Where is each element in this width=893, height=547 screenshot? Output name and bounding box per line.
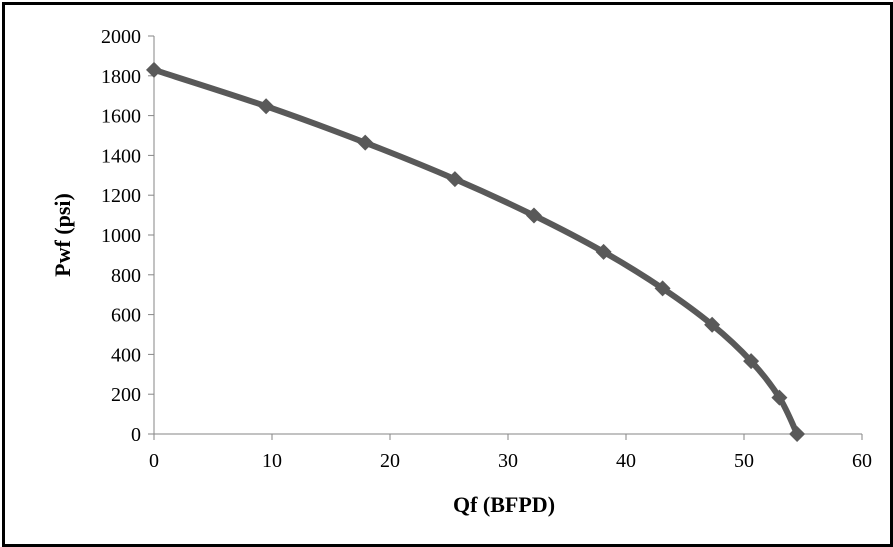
data-point-marker: [743, 353, 760, 370]
data-point-marker: [704, 316, 721, 333]
y-tick-label: 800: [111, 265, 141, 287]
y-tick-label: 0: [131, 424, 141, 446]
x-tick-label: 40: [616, 450, 636, 472]
data-point-marker: [146, 61, 162, 78]
series-line: [153, 66, 800, 436]
x-tick-label: 20: [380, 450, 400, 472]
x-ticks: 0 10 20 30 40 50 60: [149, 434, 872, 472]
data-point-marker: [525, 207, 542, 224]
x-tick-label: 60: [852, 450, 872, 472]
y-tick-label: 1600: [101, 106, 141, 128]
x-tick-label: 30: [498, 450, 518, 472]
data-point-marker: [357, 134, 374, 151]
y-axis-title: Pwf (psi): [50, 193, 75, 277]
data-point-marker: [258, 98, 275, 115]
y-tick-label: 1400: [101, 145, 141, 167]
y-tick-label: 400: [111, 344, 141, 366]
data-point-marker: [446, 171, 463, 188]
y-tick-label: 1800: [101, 66, 141, 88]
x-tick-label: 10: [262, 450, 282, 472]
x-axis-title: Qf (BFPD): [453, 492, 555, 517]
x-tick-label: 0: [149, 450, 159, 472]
data-point-marker: [771, 389, 788, 406]
y-tick-label: 600: [111, 305, 141, 327]
y-tick-label: 2000: [101, 26, 141, 48]
data-point-marker: [654, 280, 671, 297]
y-ticks: 0 200 400 600 800 1000 1200 1400 1600 1800 2000: [101, 26, 154, 446]
data-point-marker: [789, 426, 806, 442]
axes: [153, 36, 862, 435]
y-tick-label: 1200: [101, 185, 141, 207]
x-tick-label: 50: [734, 450, 754, 472]
series-group: [146, 61, 806, 442]
y-tick-label: 200: [111, 384, 141, 406]
data-point-marker: [595, 243, 612, 260]
y-tick-label: 1000: [101, 225, 141, 247]
